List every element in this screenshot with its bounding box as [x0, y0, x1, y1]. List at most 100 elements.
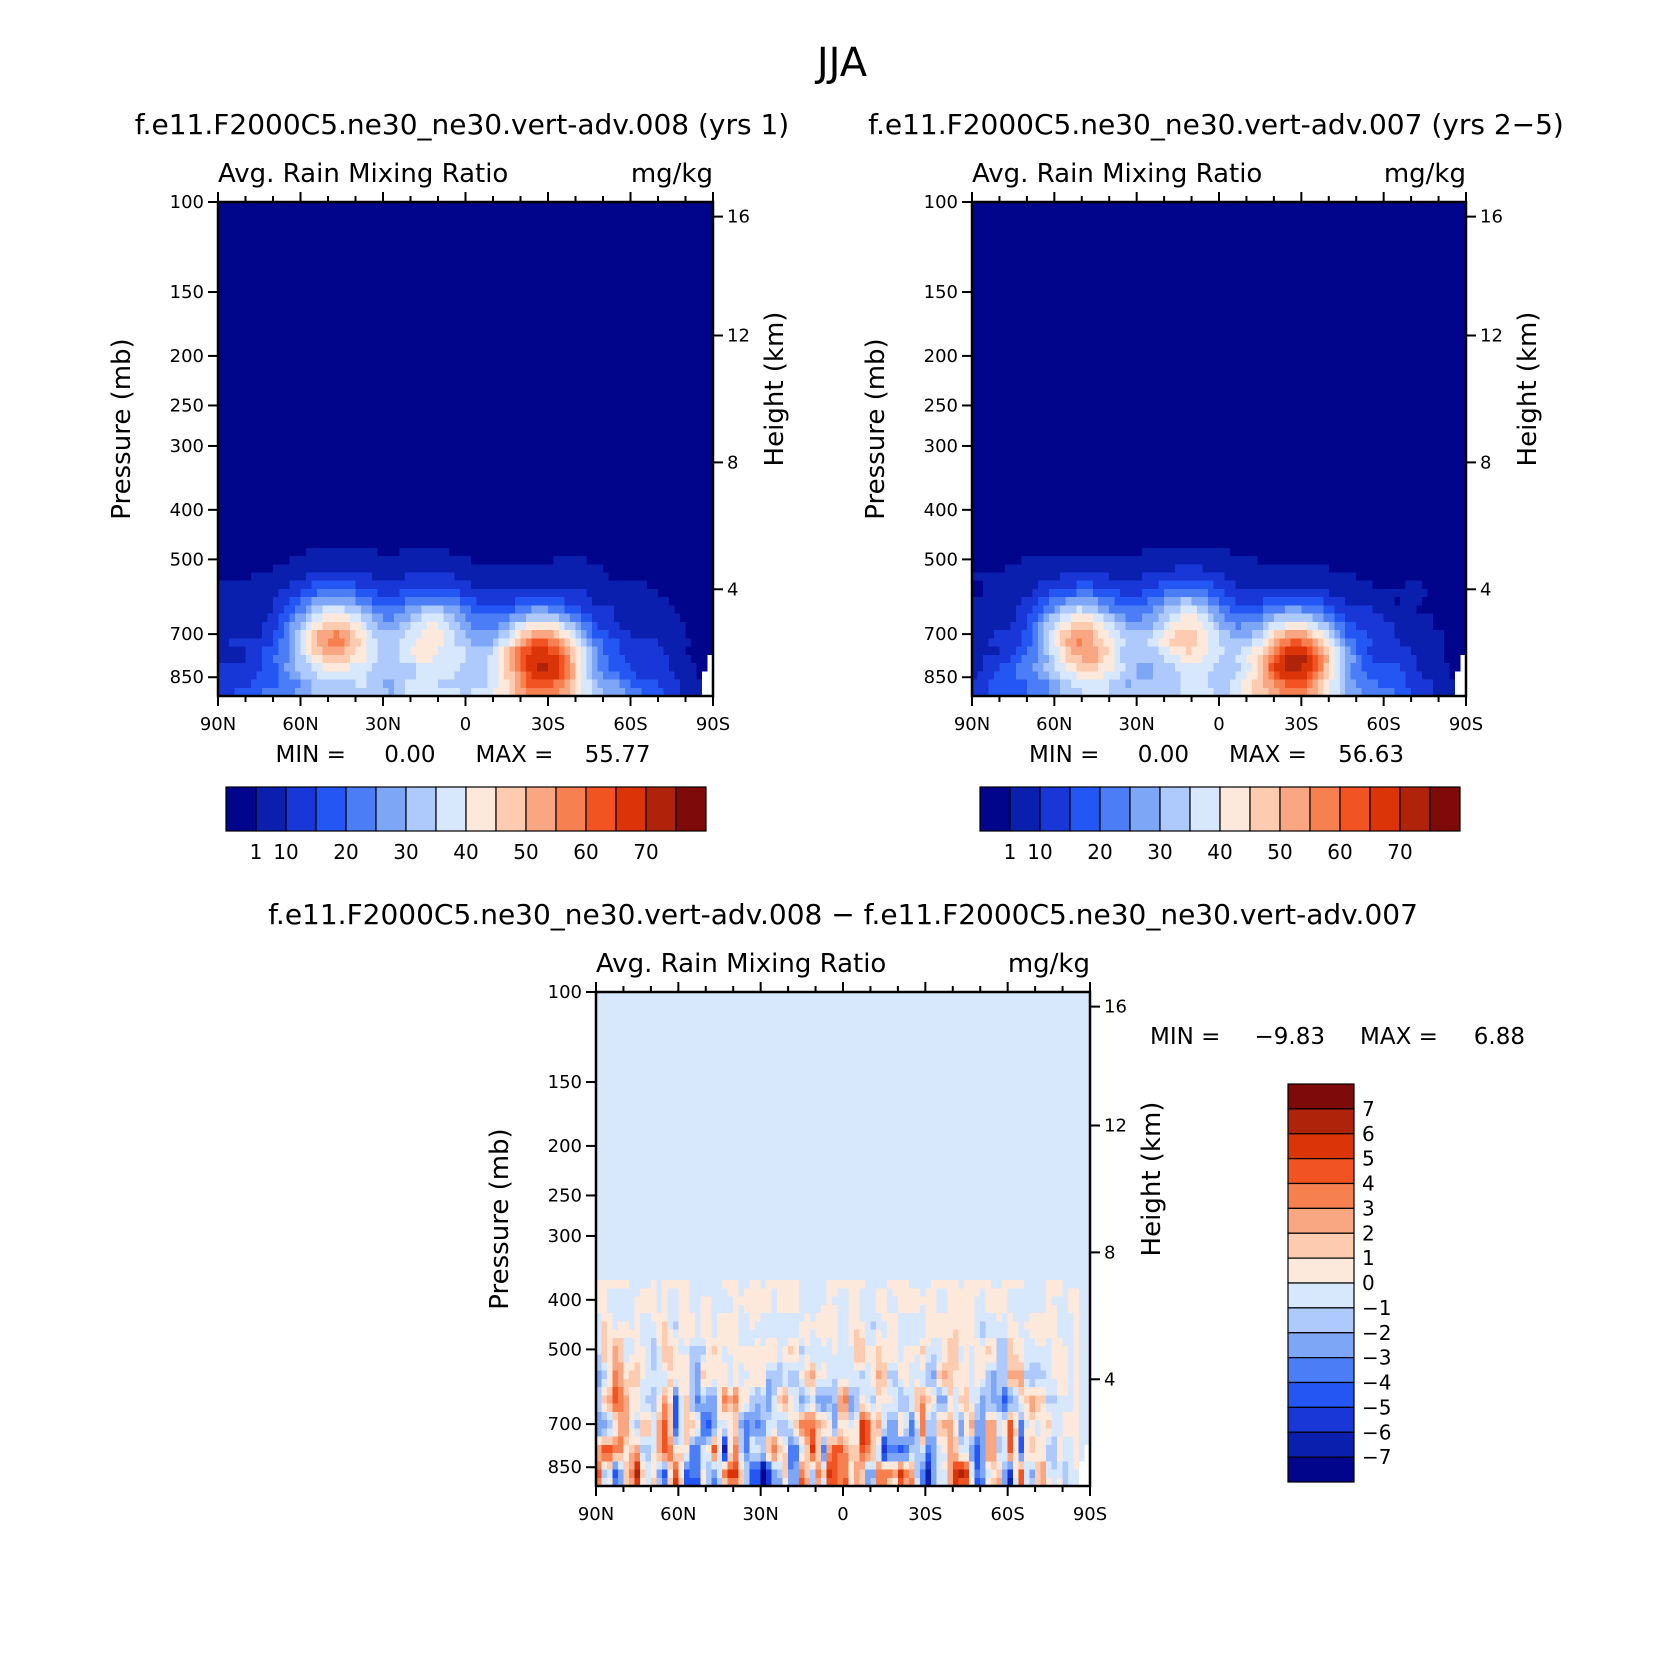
- field-cell: [575, 580, 582, 590]
- field-cell: [328, 432, 335, 442]
- field-cell: [372, 399, 379, 409]
- field-cell: [289, 605, 296, 615]
- field-cell: [597, 341, 604, 351]
- field-cell: [421, 202, 428, 211]
- field-cell: [603, 621, 610, 631]
- field-cell: [531, 416, 538, 425]
- field-cell: [449, 366, 456, 376]
- field-cell: [487, 276, 494, 285]
- field-cell: [515, 210, 522, 220]
- field-cell: [570, 498, 577, 508]
- field-cell: [575, 391, 582, 401]
- field-cell: [696, 605, 703, 615]
- field-cell: [377, 440, 384, 450]
- field-cell: [377, 259, 384, 269]
- field-cell: [542, 638, 549, 648]
- field-cell: [399, 588, 406, 598]
- field-cell: [410, 374, 417, 384]
- field-cell: [267, 202, 274, 211]
- field-cell: [559, 424, 566, 434]
- field-cell: [619, 416, 626, 425]
- field-cell: [498, 506, 505, 516]
- field-cell: [289, 251, 296, 261]
- field-cell: [284, 572, 291, 582]
- field-cell: [454, 514, 461, 524]
- field-cell: [586, 547, 593, 557]
- field-cell: [344, 234, 351, 244]
- field-cell: [553, 226, 560, 236]
- field-cell: [553, 613, 560, 623]
- field-cell: [581, 490, 588, 499]
- field-cell: [652, 399, 659, 409]
- field-cell: [641, 506, 648, 516]
- field-cell: [564, 564, 571, 574]
- field-cell: [476, 407, 483, 417]
- field-cell: [630, 383, 637, 392]
- field-cell: [394, 267, 401, 277]
- field-cell: [537, 638, 544, 648]
- field-cell: [245, 317, 252, 327]
- field-cell: [300, 531, 307, 541]
- field-cell: [520, 621, 527, 631]
- field-cell: [421, 547, 428, 557]
- field-cell: [597, 465, 604, 475]
- field-cell: [504, 309, 511, 318]
- field-cell: [405, 605, 412, 615]
- field-cell: [614, 621, 621, 631]
- field-cell: [526, 416, 533, 425]
- field-cell: [443, 654, 450, 664]
- field-cell: [614, 547, 621, 557]
- field-cell: [278, 449, 285, 458]
- field-cell: [262, 432, 269, 442]
- field-cell: [614, 613, 621, 623]
- field-cell: [333, 506, 340, 516]
- field-cell: [658, 325, 665, 335]
- field-cell: [372, 523, 379, 532]
- field-cell: [636, 621, 643, 631]
- field-cell: [449, 226, 456, 236]
- field-cell: [586, 259, 593, 269]
- field-cell: [581, 498, 588, 508]
- field-cell: [581, 226, 588, 236]
- field-cell: [421, 630, 428, 639]
- field-cell: [515, 613, 522, 623]
- field-cell: [306, 407, 313, 417]
- field-cell: [278, 556, 285, 565]
- field-cell: [355, 523, 362, 532]
- field-cell: [416, 473, 423, 483]
- field-cell: [240, 358, 247, 368]
- field-cell: [267, 613, 274, 623]
- field-cell: [482, 465, 489, 475]
- field-cell: [339, 564, 346, 574]
- field-cell: [641, 407, 648, 417]
- field-cell: [647, 481, 654, 491]
- field-cell: [421, 539, 428, 549]
- field-cell: [564, 218, 571, 228]
- field-cell: [234, 588, 241, 598]
- field-cell: [333, 416, 340, 425]
- field-cell: [399, 333, 406, 343]
- field-cell: [421, 523, 428, 532]
- field-cell: [229, 276, 236, 285]
- field-cell: [559, 449, 566, 458]
- field-cell: [663, 317, 670, 327]
- field-cell: [707, 646, 714, 656]
- field-cell: [691, 226, 698, 236]
- field-cell: [388, 547, 395, 557]
- field-cell: [685, 383, 692, 392]
- field-cell: [592, 539, 599, 549]
- field-cell: [229, 407, 236, 417]
- field-cell: [405, 481, 412, 491]
- field-cell: [273, 243, 280, 252]
- field-cell: [273, 465, 280, 475]
- field-cell: [322, 531, 329, 541]
- field-cell: [223, 605, 230, 615]
- field-cell: [619, 514, 626, 524]
- field-cell: [493, 449, 500, 458]
- field-cell: [229, 523, 236, 532]
- field-cell: [553, 506, 560, 516]
- field-cell: [405, 498, 412, 508]
- field-cell: [680, 564, 687, 574]
- field-cell: [674, 391, 681, 401]
- field-cell: [240, 317, 247, 327]
